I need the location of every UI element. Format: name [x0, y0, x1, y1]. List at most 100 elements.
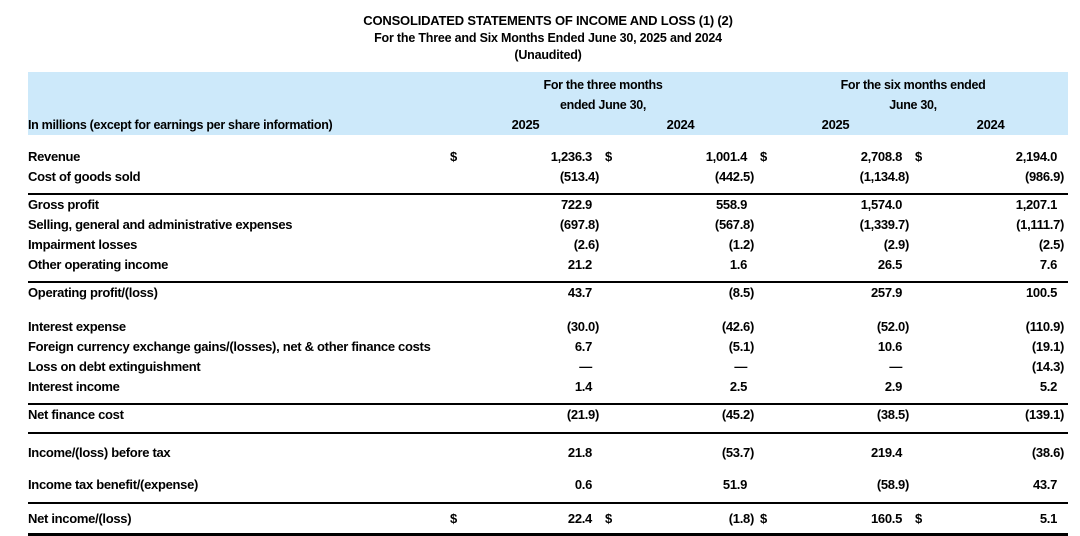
year-column-header-3m-2024: 2024	[603, 114, 759, 135]
value-cell: (2.5)	[1038, 236, 1065, 252]
value-cell: 1,001.4	[705, 148, 748, 164]
table-row-net-income-loss: Net income/(loss) $ 22.4 $ (1.8) $ 160.5…	[28, 501, 1069, 536]
value-cell: (38.5)	[876, 406, 910, 422]
table-row-net-finance-cost: Net finance cost (21.9) (45.2) (38.5) (1…	[28, 404, 1068, 425]
value-cell: (53.7)	[631, 431, 759, 463]
value-cell: 1.4	[476, 376, 603, 405]
value-cell: (45.2)	[721, 406, 755, 422]
value-cell: (513.4)	[476, 166, 603, 195]
dollar-sign: $	[915, 148, 922, 164]
dollar-sign: $	[760, 148, 767, 164]
value-cell: (58.9)	[876, 476, 910, 492]
row-label: Foreign currency exchange gains/(losses)…	[28, 338, 431, 354]
dollar-cell	[603, 282, 631, 303]
row-label: Interest expense	[28, 318, 126, 334]
spacer-row	[28, 425, 1068, 433]
dollar-cell	[603, 235, 631, 255]
row-label: Income/(loss) before tax	[28, 431, 448, 463]
value-cell: 100.5	[1026, 284, 1058, 300]
dollar-cell	[603, 194, 631, 215]
report-header: CONSOLIDATED STATEMENTS OF INCOME AND LO…	[28, 12, 1068, 65]
row-label: Interest income	[28, 376, 448, 405]
period-header-six-months-line2: June 30,	[758, 94, 1069, 115]
table-row-cost-of-goods-sold: Cost of goods sold (513.4) (442.5) (1,13…	[28, 166, 1069, 195]
value-cell: 6.7	[574, 338, 592, 354]
row-label: Loss on debt extinguishment	[28, 358, 201, 374]
dollar-cell	[448, 337, 476, 357]
value-cell: 5.1	[941, 501, 1069, 536]
dollar-cell	[603, 337, 631, 357]
value-cell: 219.4	[786, 431, 914, 463]
dollar-cell	[603, 317, 631, 337]
value-cell: (42.6)	[721, 318, 755, 334]
dollar-cell	[448, 317, 476, 337]
value-cell: 26.5	[786, 254, 914, 283]
dollar-cell	[913, 166, 942, 195]
value-cell: (139.1)	[1024, 406, 1065, 422]
dollar-cell	[448, 431, 476, 463]
dollar-cell	[758, 254, 787, 283]
value-cell: (442.5)	[631, 166, 759, 195]
table-row-impairment-losses: Impairment losses (2.6) (1.2) (2.9) (2.5…	[28, 235, 1068, 255]
table-row-gross-profit: Gross profit 722.9 558.9 1,574.0 1,207.1	[28, 194, 1068, 215]
dollar-cell	[758, 215, 786, 235]
row-label: Cost of goods sold	[28, 166, 448, 195]
spacer-row	[28, 303, 1068, 317]
dollar-sign: $	[758, 501, 787, 536]
dollar-sign: $	[448, 501, 476, 536]
period-header-row-1: For the three months For the six months …	[28, 71, 1069, 95]
dollar-sign: $	[603, 501, 631, 536]
dollar-sign: $	[605, 148, 612, 164]
value-cell: 21.2	[476, 254, 603, 283]
dollar-cell	[913, 431, 942, 463]
value-cell: 2.9	[786, 376, 914, 405]
table-row-other-operating-income: Other operating income 21.2 1.6 26.5 7.6	[28, 254, 1069, 283]
row-header-label: In millions (except for earnings per sha…	[28, 114, 448, 135]
year-column-header-6m-2025: 2025	[758, 114, 914, 135]
header-spacer	[28, 94, 448, 115]
header-spacer	[28, 71, 448, 95]
value-cell: (110.9)	[1025, 318, 1065, 334]
dollar-cell	[913, 282, 941, 303]
value-cell: —	[889, 358, 903, 374]
value-cell: 722.9	[560, 196, 592, 212]
table-row-income-loss-before-tax: Income/(loss) before tax 21.8 (53.7) 219…	[28, 431, 1069, 463]
row-label: Revenue	[28, 148, 81, 164]
value-cell: (697.8)	[559, 216, 599, 232]
value-cell: 5.2	[941, 376, 1069, 405]
dollar-cell	[758, 194, 786, 215]
dollar-cell	[448, 215, 476, 235]
dollar-cell	[758, 235, 786, 255]
income-statement-table: For the three months For the six months …	[28, 71, 1069, 536]
row-label: Operating profit/(loss)	[28, 284, 158, 300]
dollar-cell	[913, 215, 941, 235]
value-cell: 7.6	[941, 254, 1069, 283]
spacer	[28, 425, 1068, 433]
dollar-cell	[448, 376, 476, 405]
dollar-sign: $	[450, 148, 457, 164]
table-row-foreign-currency: Foreign currency exchange gains/(losses)…	[28, 337, 1068, 357]
value-cell: (19.1)	[1031, 338, 1065, 354]
dollar-cell	[758, 337, 786, 357]
spacer	[28, 303, 1068, 317]
dollar-cell	[448, 282, 476, 303]
dollar-cell	[448, 235, 476, 255]
spacer-row	[28, 463, 1068, 475]
value-cell: 2,194.0	[1015, 148, 1058, 164]
dollar-cell	[913, 475, 941, 495]
value-cell: (14.3)	[1031, 358, 1065, 374]
row-label: Net income/(loss)	[28, 501, 448, 536]
dollar-cell	[603, 215, 631, 235]
dollar-cell	[913, 235, 941, 255]
row-label: Net finance cost	[28, 406, 124, 422]
table-row-interest-expense: Interest expense (30.0) (42.6) (52.0) (1…	[28, 317, 1068, 337]
table-row-sga-expenses: Selling, general and administrative expe…	[28, 215, 1068, 235]
dollar-cell	[758, 431, 787, 463]
row-label: Impairment losses	[28, 236, 138, 252]
report-title: CONSOLIDATED STATEMENTS OF INCOME AND LO…	[363, 13, 733, 28]
value-cell: (986.9)	[941, 166, 1069, 195]
unaudited-note: (Unaudited)	[514, 48, 582, 62]
value-cell: 0.6	[574, 476, 592, 492]
value-cell: 43.7	[567, 284, 592, 300]
